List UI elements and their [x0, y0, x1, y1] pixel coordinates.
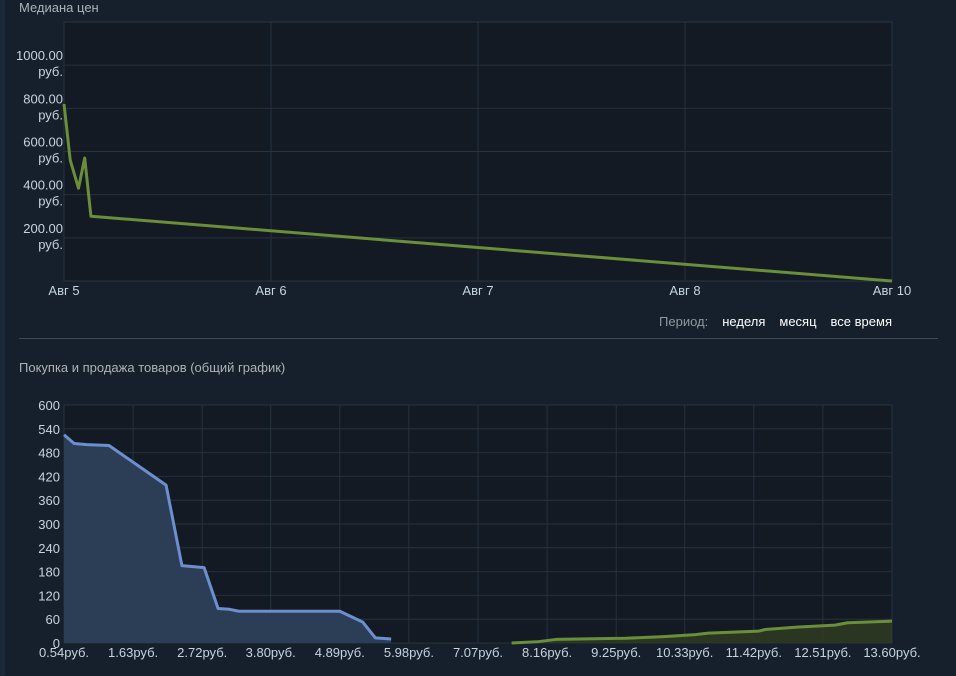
- x-tick-label: 1.63руб.: [108, 645, 158, 660]
- x-tick-label: 7.07руб.: [453, 645, 503, 660]
- median-chart-title: Медиана цен: [19, 0, 99, 15]
- period-month-link[interactable]: месяц: [779, 314, 817, 329]
- x-tick-label: 11.42руб.: [726, 645, 782, 660]
- x-tick-label: 9.25руб.: [591, 645, 641, 660]
- x-tick-label: Авг 7: [462, 283, 493, 298]
- left-strip: [0, 0, 5, 676]
- x-tick-label: Авг 8: [669, 283, 700, 298]
- period-selector: Период: неделя месяц все время: [659, 314, 892, 329]
- x-tick-label: 0.54руб.: [39, 645, 89, 660]
- x-tick-label: 2.72руб.: [177, 645, 227, 660]
- y-tick-label: 540: [38, 422, 60, 437]
- sell-orders-area: [511, 621, 892, 643]
- y-tick-unit: руб.: [38, 107, 63, 122]
- x-tick-label: 8.16руб.: [522, 645, 572, 660]
- y-tick-unit: руб.: [38, 237, 63, 252]
- y-tick-label: 240: [38, 541, 60, 556]
- x-tick-label: Авг 6: [255, 283, 286, 298]
- y-tick-unit: руб.: [38, 194, 63, 209]
- y-tick-label: 800.00: [23, 91, 63, 106]
- period-label: Период:: [659, 314, 709, 329]
- plot-area: [63, 404, 893, 644]
- median-price-chart: 1000.00руб.800.00руб.600.00руб.400.00руб…: [16, 21, 911, 298]
- y-tick-label: 420: [38, 469, 60, 484]
- y-tick-label: 400.00: [23, 178, 63, 193]
- y-tick-unit: руб.: [38, 151, 63, 166]
- y-tick-label: 120: [38, 588, 60, 603]
- x-tick-label: 12.51руб.: [794, 645, 851, 660]
- y-tick-label: 0: [53, 636, 60, 651]
- x-tick-label: 13.60руб.: [863, 645, 920, 660]
- buy-orders-line: [63, 433, 392, 641]
- buy-orders-area: [64, 434, 392, 643]
- x-tick-label: Авг 10: [873, 283, 911, 298]
- y-tick-label: 60: [46, 612, 60, 627]
- y-tick-label: 1000.00: [16, 48, 63, 63]
- x-tick-label: 4.89руб.: [315, 645, 365, 660]
- median-price-line: [62, 103, 893, 283]
- y-tick-label: 300: [38, 517, 60, 532]
- period-all-time-link[interactable]: все время: [830, 314, 892, 329]
- period-week-link[interactable]: неделя: [722, 314, 766, 329]
- y-tick-label: 360: [38, 493, 60, 508]
- orders-chart-title: Покупка и продажа товаров (общий график): [19, 360, 286, 375]
- x-tick-label: 5.98руб.: [384, 645, 434, 660]
- y-tick-label: 480: [38, 446, 60, 461]
- section-divider: [19, 338, 938, 339]
- sell-orders-line: [511, 619, 893, 645]
- y-tick-label: 200.00: [23, 221, 63, 236]
- y-tick-label: 180: [38, 565, 60, 580]
- x-tick-label: Авг 5: [48, 283, 79, 298]
- y-tick-label: 600.00: [23, 135, 63, 150]
- y-tick-unit: руб.: [38, 64, 63, 79]
- x-tick-label: 3.80руб.: [246, 645, 296, 660]
- x-tick-label: 10.33руб.: [656, 645, 713, 660]
- y-tick-label: 600: [38, 398, 60, 413]
